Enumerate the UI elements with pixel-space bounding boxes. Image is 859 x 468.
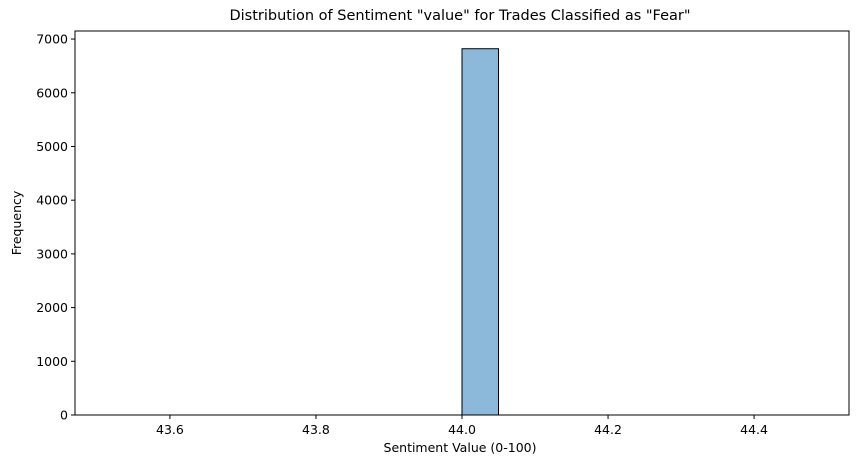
y-tick-label: 2000	[36, 300, 68, 315]
x-tick-label: 43.8	[302, 422, 330, 437]
chart-title: Distribution of Sentiment "value" for Tr…	[229, 8, 690, 24]
y-tick-label: 7000	[36, 32, 68, 47]
y-tick-label: 1000	[36, 354, 68, 369]
plot-frame	[74, 30, 850, 416]
y-tick-label: 4000	[36, 193, 68, 208]
y-axis: 0 1000 2000 3000 4000 5000 6000 7000	[36, 32, 75, 423]
y-tick-label: 3000	[36, 246, 68, 261]
bars-layer	[461, 48, 500, 416]
x-tick-label: 44.0	[448, 422, 476, 437]
y-tick-label: 0	[60, 408, 68, 423]
x-tick-label: 43.6	[156, 422, 184, 437]
histogram-bar	[461, 48, 500, 416]
y-tick-label: 5000	[36, 139, 68, 154]
x-tick-label: 44.4	[740, 422, 768, 437]
x-tick-label: 44.2	[594, 422, 622, 437]
x-axis-label: Sentiment Value (0-100)	[384, 440, 537, 455]
x-axis: 43.6 43.8 44.0 44.2 44.4	[156, 415, 768, 437]
y-axis-label: Frequency	[9, 190, 24, 255]
y-tick-label: 6000	[36, 85, 68, 100]
